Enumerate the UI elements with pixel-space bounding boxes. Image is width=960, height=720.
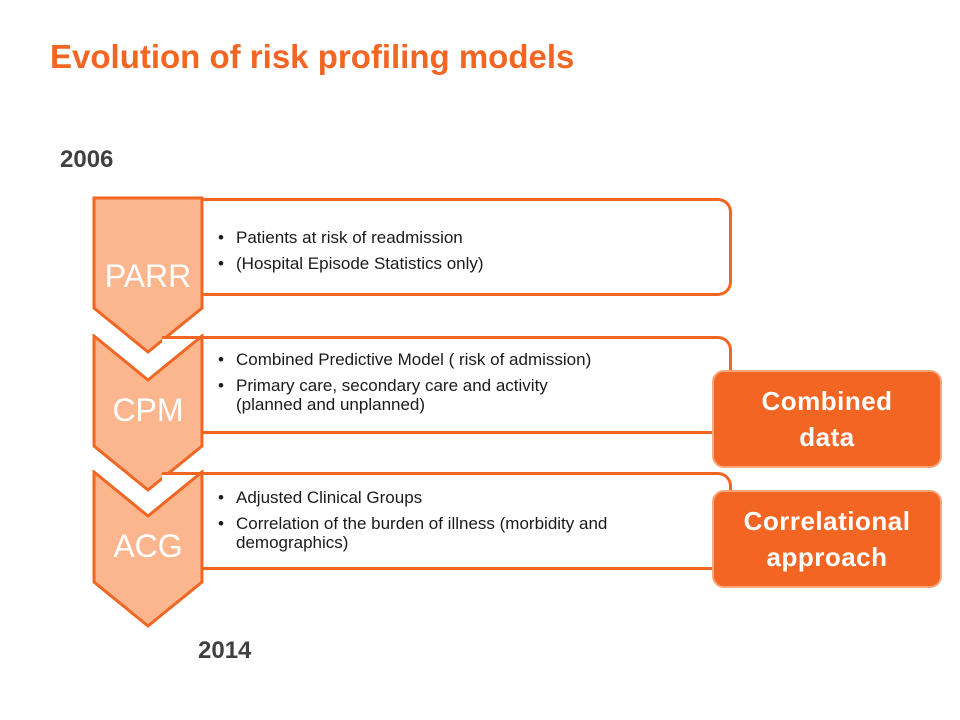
bullet-text: Correlation of the burden of illness (mo…: [236, 514, 608, 552]
bullet-list: • Combined Predictive Model ( risk of adm…: [218, 350, 709, 421]
bullet-list: • Patients at risk of readmission • (Hospi…: [218, 228, 709, 280]
bullet-text: (Hospital Episode Statistics only): [236, 254, 484, 273]
stage-label: PARR: [104, 258, 192, 294]
bullet-list: • Adjusted Clinical Groups • Correlation o…: [218, 488, 709, 559]
page-title: Evolution of risk profiling models: [50, 38, 575, 75]
stage-chevron: PARR: [92, 196, 212, 354]
callout-line: approach: [766, 542, 888, 572]
list-item: • Patients at risk of readmission: [218, 228, 463, 247]
stage-label: ACG: [113, 528, 183, 564]
list-item: • Adjusted Clinical Groups: [218, 488, 423, 507]
list-item: • (Hospital Episode Statistics only): [218, 254, 484, 273]
stage-description-box: • Patients at risk of readmission • (Hospi…: [162, 198, 732, 296]
bullet-text: Patients at risk of readmission: [236, 228, 463, 247]
stage-label: CPM: [112, 392, 184, 428]
list-item: • Primary care, secondary care and activi…: [218, 376, 548, 414]
year-start-label: 2006: [60, 146, 114, 173]
year-end-label: 2014: [198, 637, 252, 664]
bullet-text: Combined Predictive Model ( risk of admi…: [236, 350, 592, 369]
callout-line: data: [799, 422, 855, 452]
list-item: • Correlation of the burden of illness (m…: [218, 514, 608, 552]
callout-correlational-approach: Correlational approach: [712, 490, 942, 588]
bullet-text: Adjusted Clinical Groups: [236, 488, 423, 507]
stage-chevron: CPM: [92, 334, 212, 492]
callout-line: Correlational: [743, 506, 911, 536]
stage-description-box: • Adjusted Clinical Groups • Correlation o…: [162, 472, 732, 570]
list-item: • Combined Predictive Model ( risk of adm…: [218, 350, 592, 369]
callout-line: Combined: [761, 386, 893, 416]
stage-description-box: • Combined Predictive Model ( risk of adm…: [162, 336, 732, 434]
callout-combined-data: Combined data: [712, 370, 942, 468]
bullet-text: Primary care, secondary care and activit…: [236, 376, 548, 414]
stage-chevron: ACG: [92, 470, 212, 628]
